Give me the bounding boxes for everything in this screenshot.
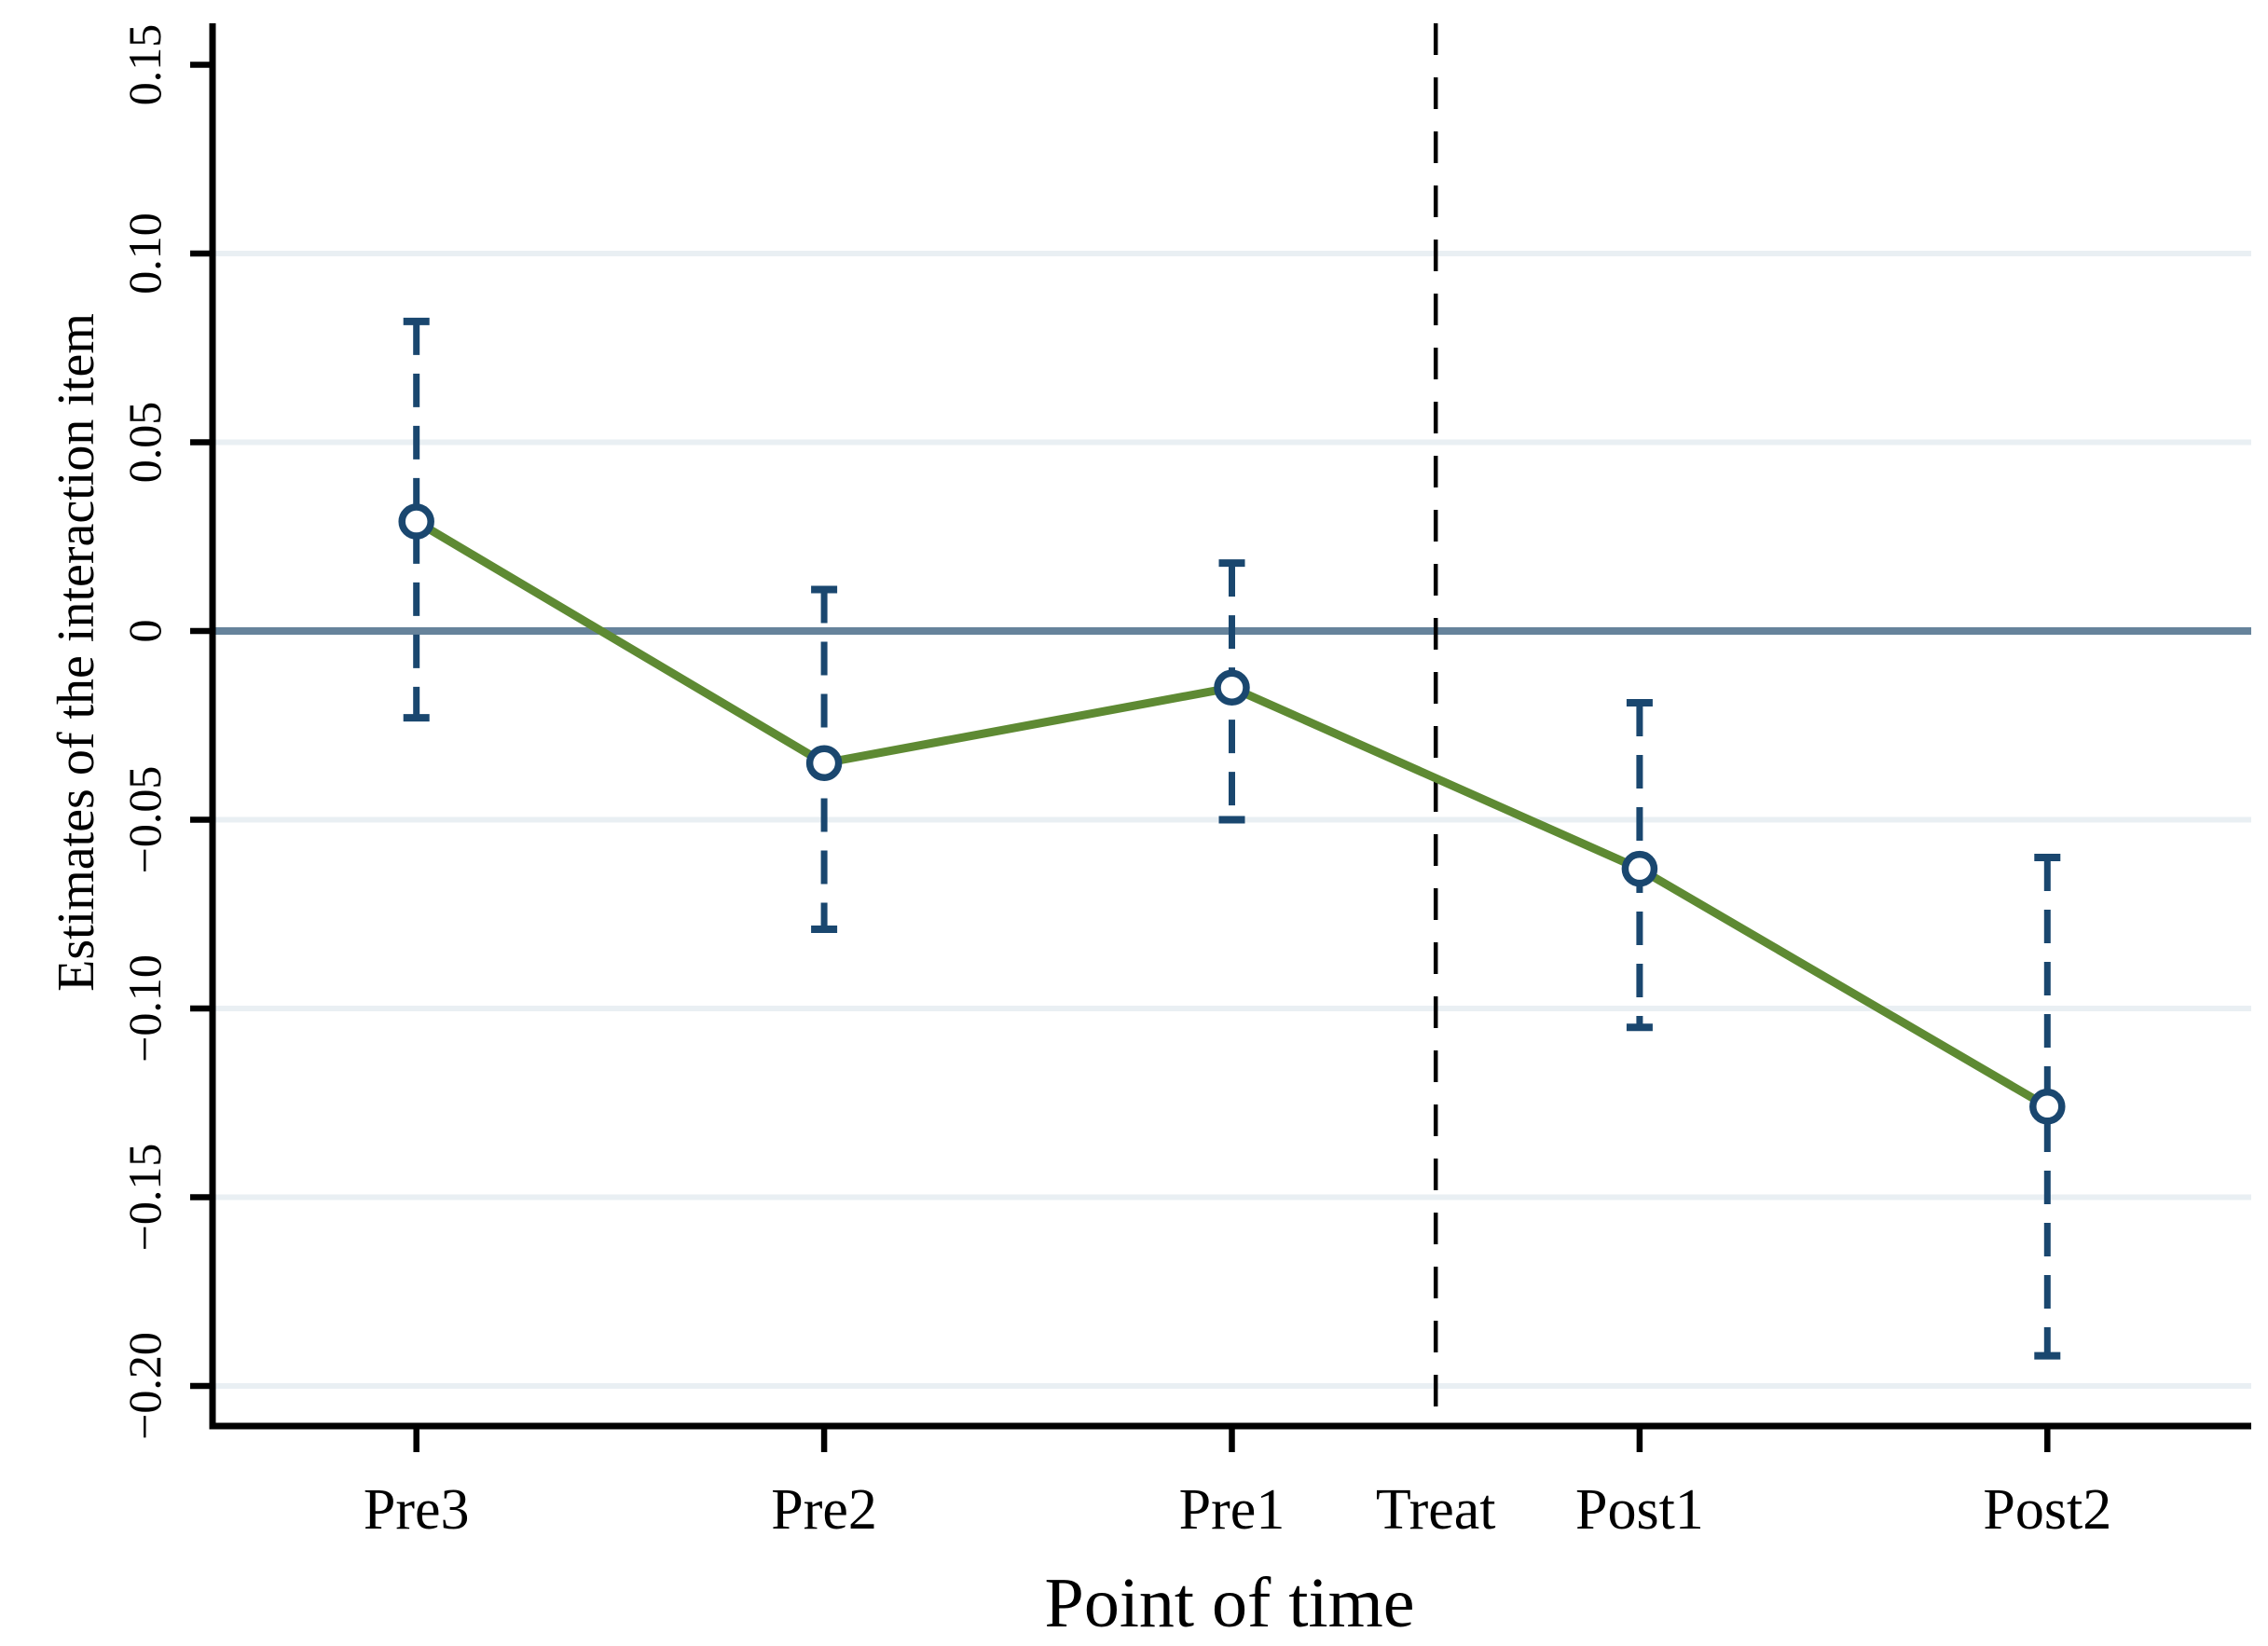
y-tick-label: 0.10 (118, 213, 171, 295)
estimates-line (414, 517, 2050, 1111)
x-tick-label: Pre3 (364, 1478, 470, 1542)
data-point-marker (805, 745, 843, 781)
y-axis-title: Estimates of the interaction item (48, 313, 105, 992)
treatment-label: Treat (1376, 1478, 1496, 1542)
y-tick-label: 0.15 (118, 24, 171, 106)
data-point-marker (398, 503, 434, 540)
y-tick-label: −0.15 (118, 1144, 171, 1252)
x-tick-label: Post1 (1575, 1478, 1704, 1542)
x-axis-title: Point of time (1045, 1564, 1415, 1641)
axes-layer (190, 23, 2251, 1452)
x-tick-label: Post2 (1983, 1478, 2111, 1542)
tick-labels-layer: 0.15 0.10 0.05 0 −0.05 −0.10 −0.15 −0.20 Pre3 Pre… (118, 24, 2111, 1542)
y-tick-label: 0.05 (118, 402, 171, 484)
y-tick-label: −0.10 (118, 954, 171, 1063)
y-tick-label: −0.20 (118, 1332, 171, 1440)
series-markers-layer (398, 503, 2066, 1125)
series-line-layer (414, 517, 2050, 1111)
data-point-marker (1621, 850, 1658, 887)
x-tick-label: Pre1 (1179, 1478, 1285, 1542)
data-point-marker (2029, 1089, 2066, 1125)
data-point-marker (1214, 669, 1250, 706)
error-bars-layer (403, 317, 2061, 1360)
y-tick-label: 0 (118, 620, 171, 643)
x-tick-label: Pre2 (771, 1478, 877, 1542)
y-tick-label: −0.05 (118, 766, 171, 874)
